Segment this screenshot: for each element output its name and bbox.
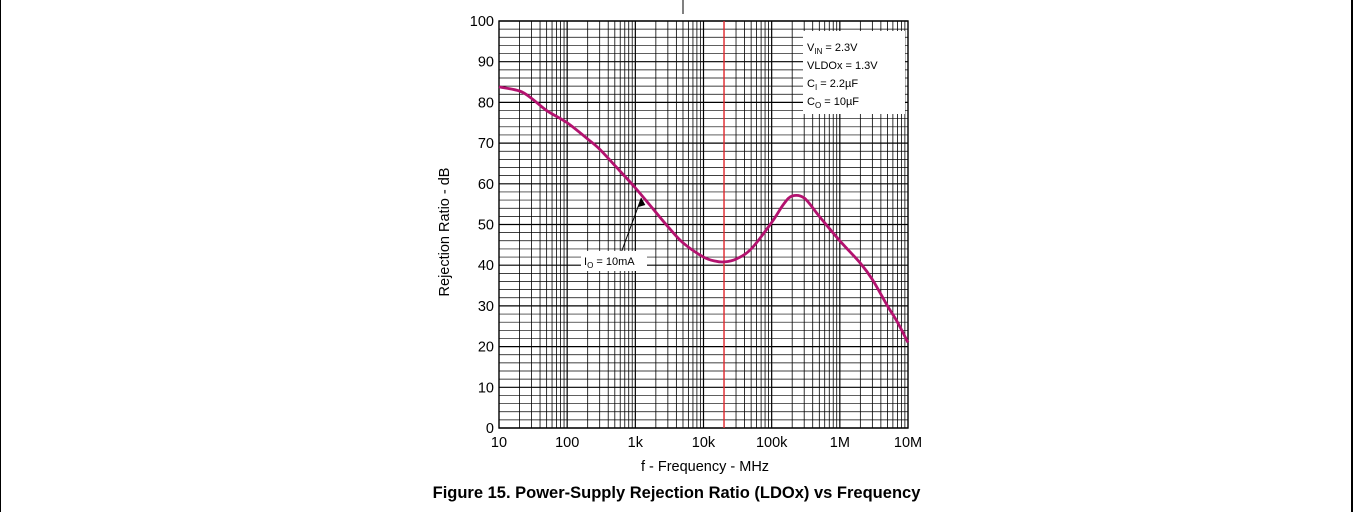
x-tick-label: 1k [628,435,644,451]
x-tick-labels: 10 100 1k 10k 100k 1M 10M [491,435,922,451]
y-tick-label: 50 [478,218,494,234]
series-line [498,85,910,344]
legend-entry: VLDOx = 1.3V [807,60,878,72]
annotation-leader [620,197,642,254]
y-tick-label: 90 [478,55,494,71]
series-annotation: IO = 10mA [581,197,647,271]
y-tick-label: 40 [478,258,494,274]
y-tick-labels: 0 10 20 30 40 50 60 70 80 90 100 [470,14,494,437]
figure-caption: Figure 15. Power-Supply Rejection Ratio … [432,484,921,502]
x-tick-label: 100k [756,435,788,451]
y-tick-label: 80 [478,95,494,111]
series-group [498,85,910,344]
legend-background [803,31,905,114]
y-tick-label: 20 [478,340,494,356]
legend-entry: CO = 10µF [807,96,859,110]
annotation-arrowhead [638,197,646,207]
x-axis-label: f - Frequency - MHz [641,459,769,475]
x-tick-label: 10k [692,435,716,451]
conditions-legend: VIN = 2.3V VLDOx = 1.3V CI = 2.2µF CO = 10µ… [803,31,905,114]
y-tick-label: 10 [478,380,494,396]
x-tick-label: 10M [894,435,922,451]
y-tick-label: 30 [478,299,494,315]
legend-entry: VIN = 2.3V [807,42,858,56]
y-axis-label: Rejection Ratio - dB [437,168,453,297]
legend-entry: CI = 2.2µF [807,78,858,92]
x-tick-label: 10 [491,435,507,451]
annotation-label: IO = 10mA [584,256,635,270]
x-tick-label: 1M [830,435,850,451]
annotation-background [581,251,647,271]
y-tick-label: 0 [486,421,494,437]
y-tick-label: 70 [478,136,494,152]
y-tick-label: 60 [478,177,494,193]
y-tick-label: 100 [470,14,494,30]
x-tick-label: 100 [555,435,579,451]
